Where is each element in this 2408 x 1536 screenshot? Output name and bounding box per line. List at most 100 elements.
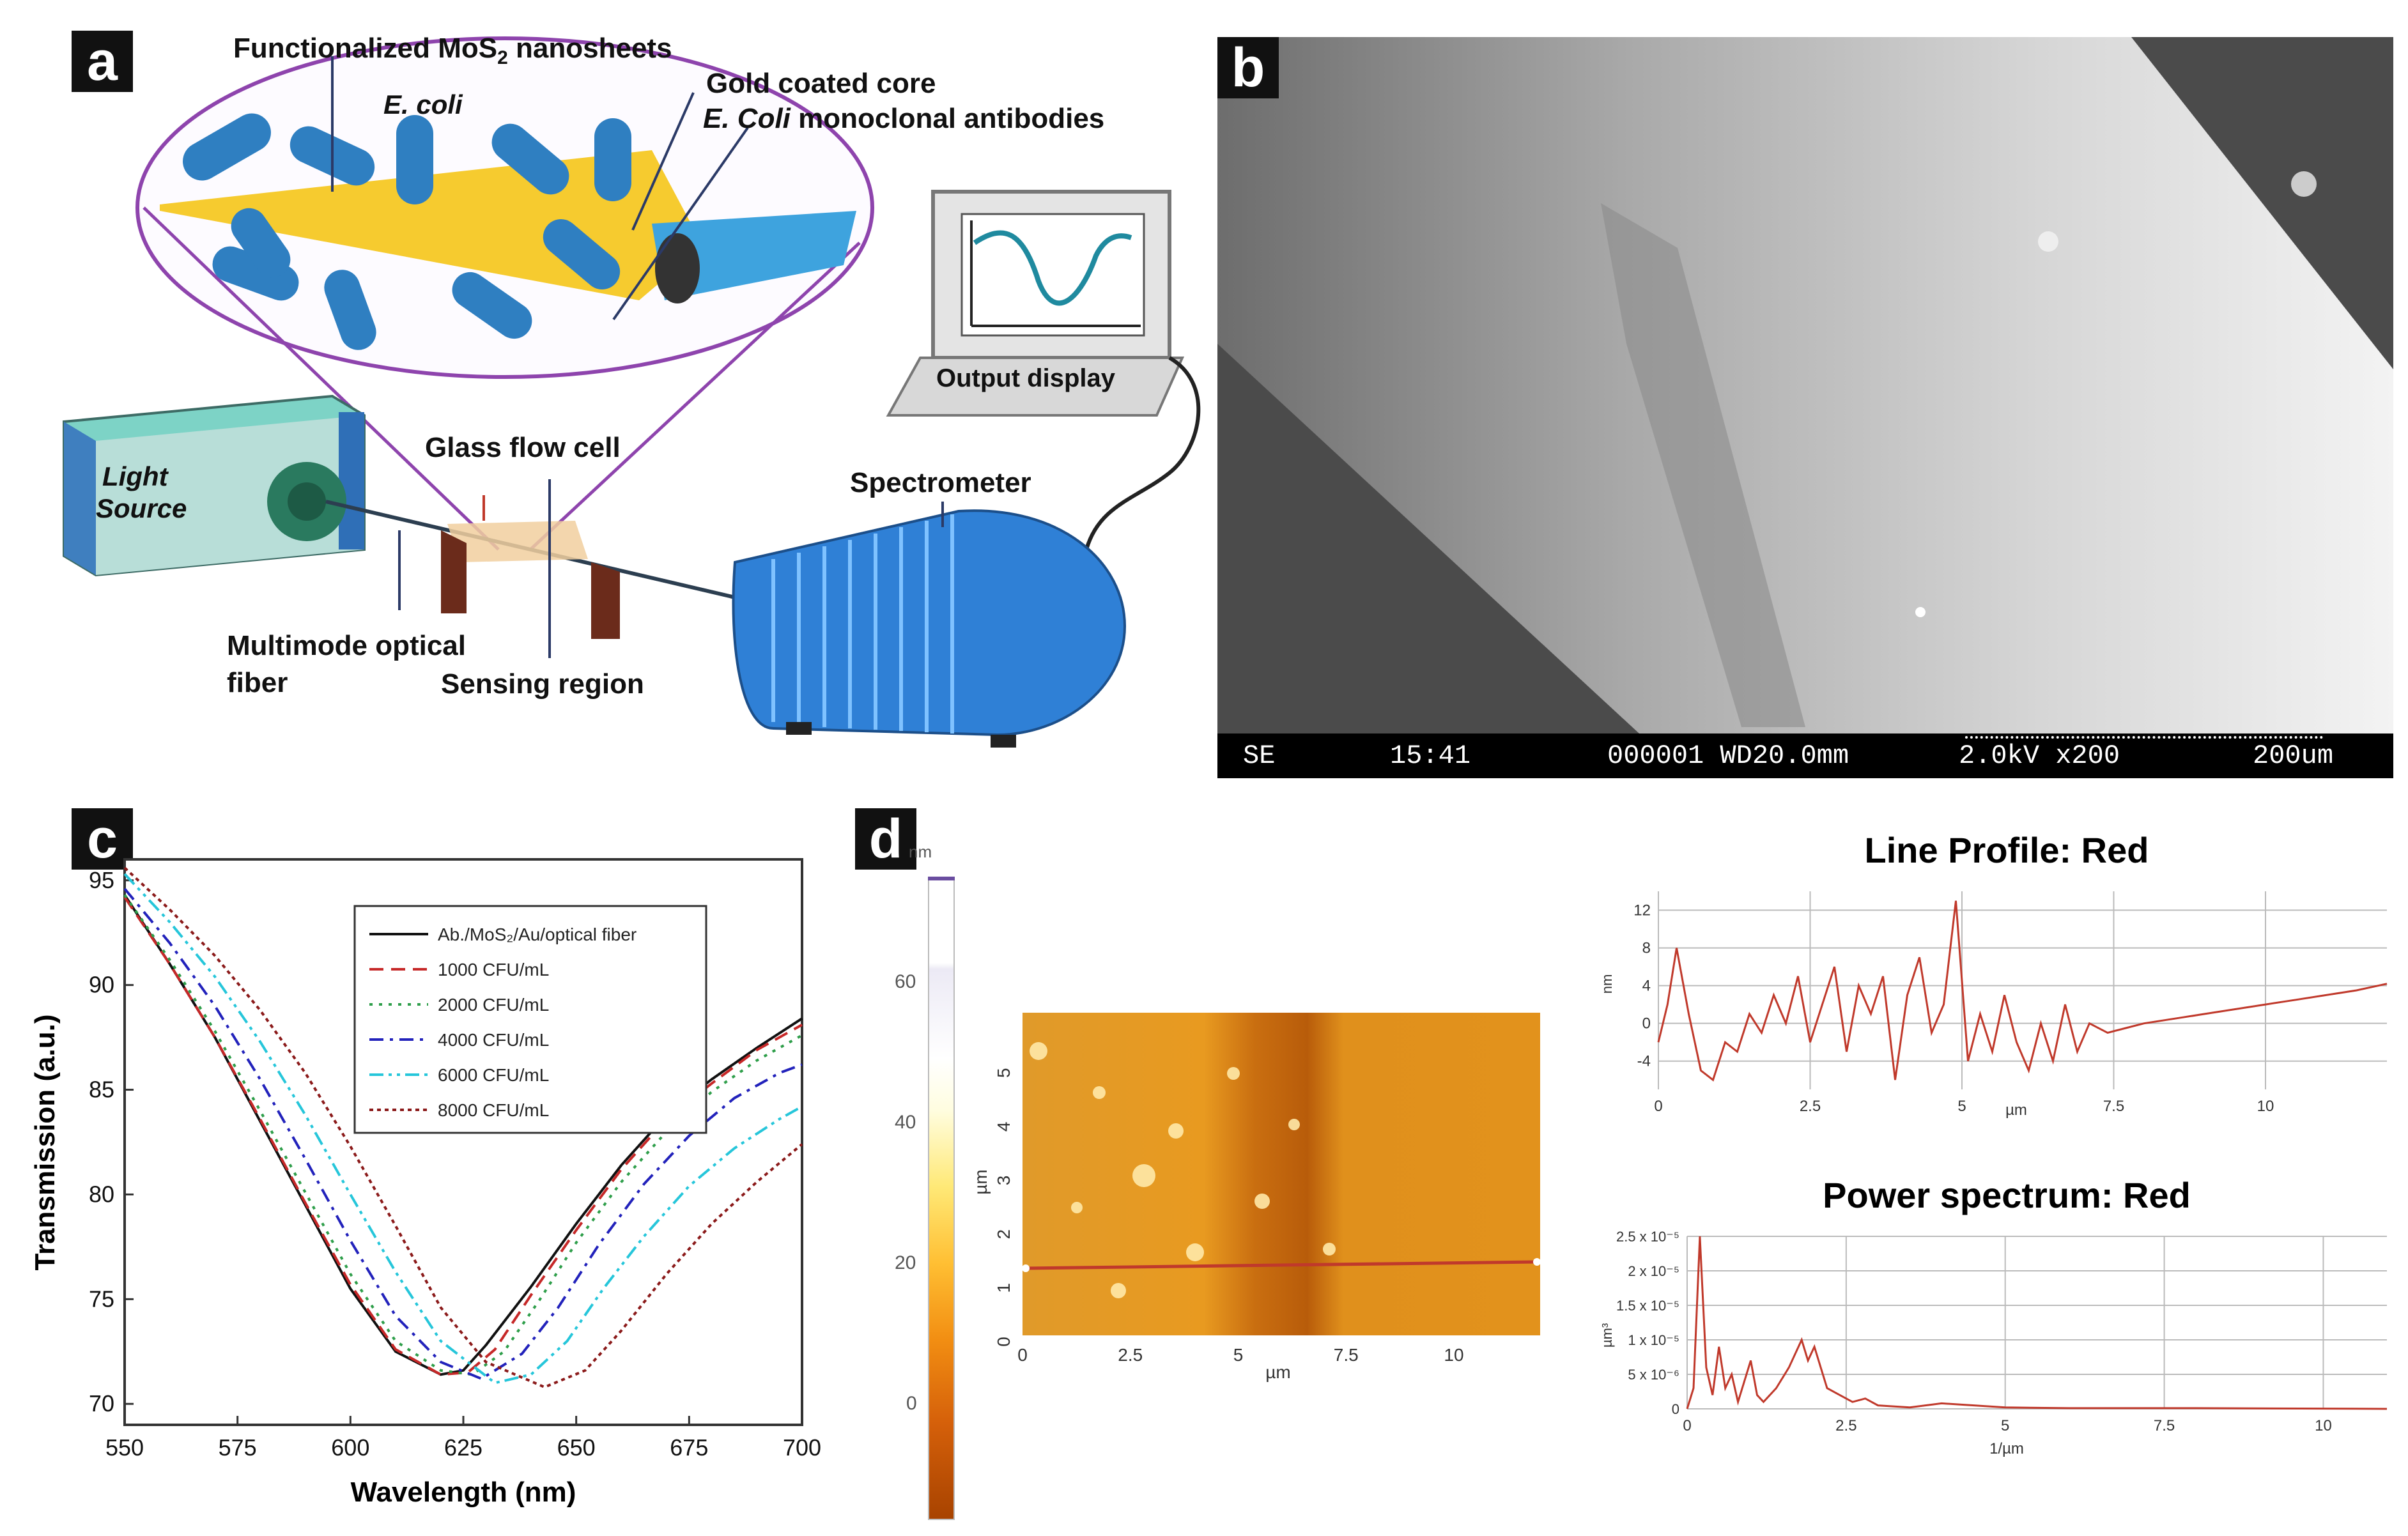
afm-heatmap: 0 2.5 5 7.5 10 0 1 2 3 4 5 µm µm: [971, 1013, 1541, 1382]
display-dip-curve: [973, 230, 1132, 306]
series-line-5: [123, 866, 803, 1389]
fiber-stripe: [1601, 203, 1805, 727]
sem-mode: SE: [1243, 741, 1276, 771]
y-tick-label: 70: [89, 1390, 114, 1417]
legend-entry: 6000 CFU/mL: [438, 1065, 549, 1085]
legend-entry: 1000 CFU/mL: [438, 960, 549, 979]
core-end: [655, 233, 700, 303]
lp-x-tick: 7.5: [2103, 1098, 2124, 1115]
sem-time: 15:41: [1390, 741, 1471, 771]
ps-y-tick: 5 x 10⁻⁶: [1628, 1367, 1679, 1383]
sem-scale: 200um: [2253, 741, 2334, 771]
lp-x-tick: 0: [1654, 1098, 1662, 1115]
afm-y-tick: 0: [994, 1337, 1014, 1347]
sem-info: 000001 WD20.0mm: [1607, 741, 1849, 771]
afm-y-tick: 5: [994, 1068, 1014, 1078]
laptop-output-display: Output display: [886, 190, 1185, 417]
ps-x-tick: 7.5: [2154, 1417, 2175, 1434]
light-source: Light Source: [63, 394, 366, 577]
sem-info-bar: SE 15:41 000001 WD20.0mm 2.0kV x200 200u…: [1217, 733, 2393, 778]
ps-y-tick: 1 x 10⁻⁵: [1628, 1332, 1679, 1348]
lp-y-tick: -4: [1637, 1053, 1651, 1070]
line-profile-series: [1657, 900, 2388, 1082]
afm-colorbar: [928, 879, 955, 1520]
line-profile-ylabel: nm: [1599, 974, 1615, 994]
line-profile-xlabel: µm: [2005, 1102, 2027, 1119]
colorbar-tick-60: 60: [895, 971, 916, 992]
ps-y-tick: 2 x 10⁻⁵: [1628, 1263, 1679, 1279]
lp-y-tick: 12: [1633, 902, 1651, 919]
colorbar-top-marker: [928, 877, 955, 880]
glass-flow-cell: [441, 495, 620, 639]
x-tick-label: 625: [444, 1434, 482, 1461]
x-tick-label: 650: [557, 1434, 596, 1461]
chart-legend: Ab./MoS₂/Au/optical fiber 1000 CFU/mL 2000…: [353, 905, 707, 1134]
label-gold-core: Gold coated core: [706, 68, 936, 99]
legend-entry: 4000 CFU/mL: [438, 1030, 549, 1050]
line-profile-chart: Line Profile: Red 12 8 4 0 -4 0 2.5 5 7.5 10 µm n…: [1599, 830, 2388, 1119]
afm-y-tick: 1: [994, 1283, 1014, 1293]
ps-y-tick: 1.5 x 10⁻⁵: [1616, 1298, 1679, 1314]
panel-label-c: c: [72, 808, 133, 870]
sem-scale-bar: [1965, 736, 2323, 742]
afm-y-tick: 4: [994, 1122, 1014, 1132]
legend-entry: Ab./MoS₂/Au/optical fiber: [438, 925, 637, 944]
panel-a-schematic: Functionalized MoS2 nanosheets E. coli G…: [63, 33, 1201, 748]
x-tick-label: 675: [670, 1434, 708, 1461]
panel-label-b: b: [1217, 37, 1279, 98]
ecoli-bacteria: [183, 113, 631, 350]
lp-x-tick: 2.5: [1800, 1098, 1821, 1115]
colorbar-tick-40: 40: [895, 1112, 916, 1133]
series-line-1: [123, 896, 803, 1376]
y-axis-label: Transmission (a.u.): [29, 1015, 61, 1271]
label-output-display: Output display: [936, 364, 1116, 392]
x-tick-label: 575: [219, 1434, 257, 1461]
ps-x-tick: 5: [2001, 1417, 2009, 1434]
zoom-line-right: [529, 242, 861, 551]
fiber-body: [1217, 37, 2393, 733]
lp-x-tick: 10: [2257, 1098, 2274, 1115]
ps-x-tick: 10: [2315, 1417, 2332, 1434]
afm-x-tick: 5: [1233, 1345, 1244, 1365]
lp-y-tick: 4: [1642, 978, 1651, 995]
zoom-line-left: [143, 206, 500, 551]
afm-ylabel: µm: [971, 1169, 991, 1194]
y-tick-label: 80: [89, 1181, 114, 1207]
power-spectrum-series: [1686, 1236, 2388, 1410]
label-glass-flow-cell: Glass flow cell: [425, 432, 621, 463]
panel-label-a: a: [72, 31, 133, 92]
y-tick-label: 75: [89, 1286, 114, 1312]
ps-y-tick: 0: [1672, 1401, 1679, 1417]
legend-entry: 8000 CFU/mL: [438, 1100, 549, 1120]
panel-b-sem-image: SE 15:41 000001 WD20.0mm 2.0kV x200 200u…: [1217, 37, 2393, 778]
lp-x-tick: 5: [1957, 1098, 1966, 1115]
label-ecoli: E. coli: [383, 89, 463, 119]
ps-y-tick: 2.5 x 10⁻⁵: [1616, 1229, 1679, 1245]
spectrometer: [732, 509, 1127, 748]
power-spectrum-ylabel: µm³: [1599, 1323, 1615, 1348]
afm-x-tick: 10: [1444, 1345, 1463, 1365]
afm-xlabel: µm: [1265, 1362, 1290, 1382]
afm-image: [1023, 1013, 1540, 1335]
label-multimode-2: fiber: [227, 667, 288, 698]
x-tick-label: 700: [783, 1434, 821, 1461]
afm-x-tick: 0: [1017, 1345, 1028, 1365]
power-spectrum-title: Power spectrum: Red: [1823, 1175, 2191, 1215]
colorbar-unit: nm: [909, 842, 932, 861]
ps-x-tick: 0: [1683, 1417, 1691, 1434]
colorbar-tick-20: 20: [895, 1252, 916, 1273]
display-cable: [1084, 356, 1201, 550]
line-profile-title: Line Profile: Red: [1865, 830, 2149, 870]
lp-y-tick: 0: [1642, 1015, 1651, 1033]
label-multimode-1: Multimode optical: [227, 630, 466, 661]
y-tick-label: 85: [89, 1077, 114, 1103]
panel-label-d: d: [855, 808, 916, 870]
afm-x-tick: 2.5: [1118, 1345, 1143, 1365]
legend-entry: 2000 CFU/mL: [438, 995, 549, 1015]
series-line-4: [123, 873, 803, 1385]
afm-y-tick: 3: [994, 1176, 1014, 1186]
power-spectrum-chart: Power spectrum: Red 2.5 x 10⁻⁵ 2 x 10⁻⁵ 1.…: [1599, 1175, 2388, 1457]
label-light: Light: [102, 461, 169, 491]
label-source: Source: [96, 493, 187, 523]
afm-bright-features: [1030, 1042, 1336, 1298]
